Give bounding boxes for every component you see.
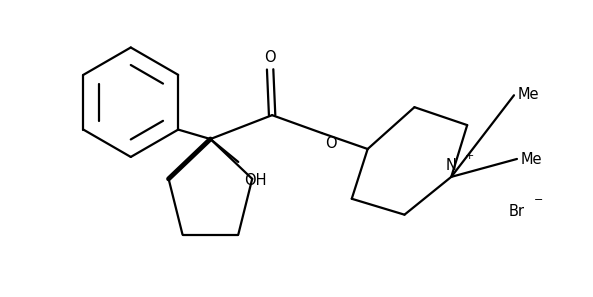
Text: N: N (446, 158, 457, 173)
Text: Me: Me (521, 152, 543, 168)
Text: Me: Me (518, 87, 540, 102)
Text: OH: OH (244, 173, 267, 188)
Text: +: + (465, 151, 474, 161)
Text: −: − (534, 195, 543, 205)
Text: Br: Br (509, 204, 525, 219)
Text: O: O (325, 136, 336, 151)
Text: O: O (264, 50, 276, 65)
